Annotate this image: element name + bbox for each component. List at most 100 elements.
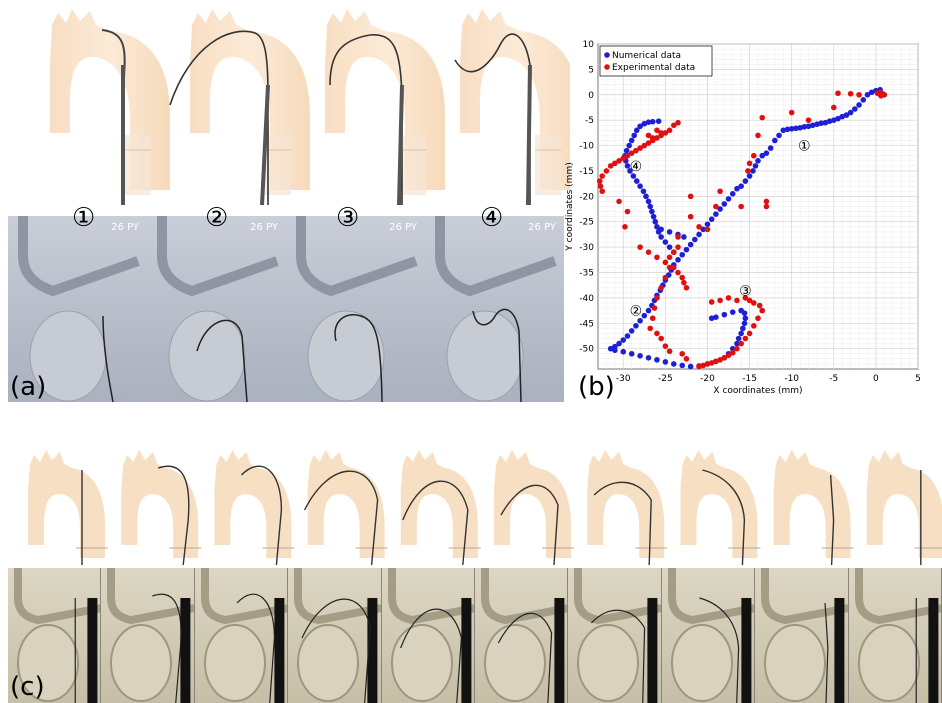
experimental-data-point: [620, 155, 627, 162]
photo-frame: [101, 568, 195, 703]
numerical-data-point: [666, 244, 673, 250]
numerical-data-point: [637, 123, 643, 130]
numerical-data-point: [654, 224, 660, 230]
numerical-data-point: [607, 345, 614, 352]
numerical-data-point: [797, 124, 803, 131]
numerical-data-point: [805, 123, 812, 130]
numerical-data-point: [860, 97, 867, 103]
numerical-data-point: [839, 113, 846, 120]
numerical-data-point: [788, 126, 795, 132]
numerical-data-point: [637, 183, 643, 189]
experimental-data-point: [763, 198, 770, 205]
numerical-data-point: [624, 333, 631, 339]
experimental-data-point: [717, 188, 723, 195]
numerical-data-point: [645, 198, 652, 205]
numerical-data-point: [666, 229, 673, 235]
experimental-data-point: [755, 132, 761, 139]
numerical-data-point: [835, 115, 841, 122]
experimental-data-point: [681, 279, 687, 286]
numerical-data-point: [649, 118, 656, 125]
numerical-data-point: [822, 119, 829, 126]
numerical-data-point: [868, 89, 875, 96]
numerical-data-point: [658, 234, 664, 240]
photo-frame: [661, 568, 756, 703]
experimental-data-point: [654, 135, 660, 141]
numerical-data-point: [633, 323, 639, 329]
y-tick-label: 0: [588, 91, 594, 101]
model-step-2: [169, 8, 311, 206]
experimental-data-point: [658, 130, 664, 136]
annotation-label: ①: [798, 139, 811, 155]
panel-label-c: (c): [10, 672, 45, 702]
model-frame: [303, 449, 389, 565]
x-tick-label: -25: [658, 374, 673, 384]
numerical-data-point: [843, 112, 850, 118]
experimental-data-point: [651, 305, 658, 311]
experimental-data-point: [708, 299, 715, 305]
y-tick-label: 5: [588, 65, 594, 75]
experimental-data-point: [847, 90, 854, 97]
numerical-data-point: [645, 355, 652, 361]
trajectory-chart: -30 -25 -20 -15 -10 -5 0 51050-5-10-15-20-25-30…: [565, 40, 921, 396]
y-tick-label: -25: [579, 218, 594, 228]
legend-label: Numerical data: [612, 51, 681, 61]
experimental-data-point: [603, 168, 610, 174]
photo-frame: [475, 568, 569, 703]
experimental-data-point: [746, 297, 753, 304]
legend: [599, 45, 713, 77]
numerical-data-point: [643, 193, 649, 200]
numerical-data-point: [645, 307, 652, 314]
experimental-data-point: [654, 295, 660, 301]
x-tick-label: -10: [784, 374, 799, 384]
numerical-data-point: [649, 208, 655, 215]
photo-caption: 26 PY: [111, 222, 139, 233]
x-tick-label: -20: [700, 374, 715, 384]
photo-caption: 26 PY: [250, 222, 278, 233]
numerical-data-point: [628, 328, 635, 334]
numerical-data-point: [759, 152, 766, 159]
numerical-data-point: [616, 340, 622, 347]
numerical-data-point: [713, 314, 719, 321]
experimental-data-point: [670, 264, 677, 271]
numerical-data-point: [647, 203, 654, 210]
y-tick-label: -35: [579, 269, 594, 279]
experimental-data-point: [683, 356, 690, 362]
experimental-data-point: [645, 249, 652, 256]
numerical-data-point: [746, 173, 753, 179]
numerical-data-point: [662, 359, 669, 365]
panel-label-b: (b): [578, 372, 615, 402]
photo-caption: 26 PY: [389, 222, 417, 233]
numerical-data-point: [675, 257, 681, 263]
annotation-label: ③: [739, 283, 752, 299]
experimental-data-point: [597, 183, 604, 189]
numerical-data-point: [864, 91, 871, 98]
experimental-data-point: [687, 193, 694, 200]
numerical-data-point: [742, 315, 749, 322]
experimental-data-point: [654, 330, 660, 337]
numerical-data-point: [818, 120, 824, 127]
photo-frame: [568, 568, 662, 703]
experimental-data-point: [750, 323, 757, 329]
y-tick-label: -50: [579, 345, 594, 355]
experimental-data-point: [666, 127, 673, 134]
y-axis-label: Y coordinates (mm): [565, 162, 575, 251]
annotation-label: ②: [630, 304, 643, 320]
photo-frame: [848, 568, 942, 703]
numerical-data-point: [780, 127, 787, 134]
experimental-data-point: [645, 140, 652, 146]
experimental-data-point: [759, 114, 766, 121]
experimental-data-point: [713, 358, 719, 365]
photo-frame: [755, 568, 849, 703]
experimental-data-point: [725, 352, 732, 359]
numerical-data-point: [655, 118, 662, 124]
experimental-data-point: [750, 300, 757, 306]
numerical-data-point: [741, 320, 748, 327]
experimental-data-point: [599, 188, 606, 195]
numerical-data-point: [628, 137, 635, 144]
experimental-data-point: [725, 295, 732, 301]
numerical-data-point: [708, 216, 715, 222]
x-tick-label: -5: [829, 374, 838, 384]
experimental-data-point: [675, 269, 681, 276]
numerical-data-point: [624, 163, 631, 169]
step-label-4: ④: [480, 203, 504, 233]
